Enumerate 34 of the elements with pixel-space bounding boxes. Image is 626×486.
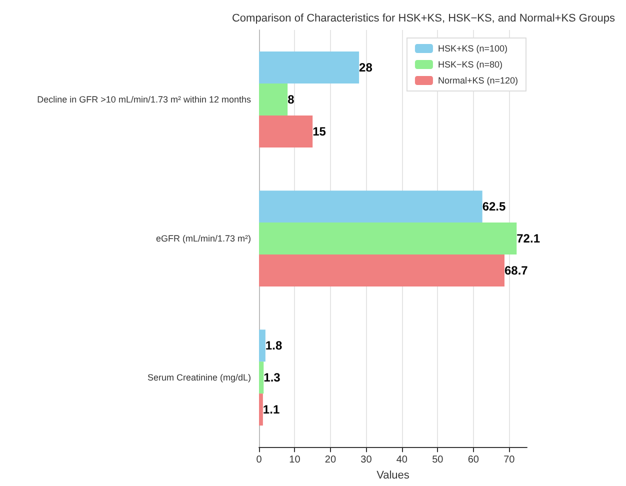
chart-title: Comparison of Characteristics for HSK+KS, HSK−KS, and Normal+KS Groups [232, 12, 616, 24]
bar [259, 190, 482, 223]
data-label: 8 [288, 92, 295, 107]
y-tick-label: Decline in GFR >10 mL/min/1.73 m² within 12 months [37, 94, 252, 105]
data-label: 1.1 [262, 402, 280, 417]
bar [259, 52, 360, 84]
bar [259, 84, 288, 116]
bar [259, 254, 504, 287]
y-tick-label: eGFR (mL/min/1.73 m²) [156, 234, 251, 244]
y-tick-label: Serum Creatinine (mg/dL) [147, 372, 251, 383]
bar [259, 362, 264, 394]
data-label: 1.8 [265, 338, 282, 353]
legend-label: Normal+KS (n=120) [438, 76, 518, 86]
data-label: 28 [359, 60, 373, 75]
x-tick-label: 10 [289, 454, 301, 466]
legend-label: HSK+KS (n=100) [438, 44, 508, 54]
x-axis-title: Values [376, 470, 410, 482]
legend-label: HSK−KS (n=80) [438, 60, 503, 70]
x-tick-label: 60 [468, 454, 480, 466]
data-label: 1.3 [264, 370, 281, 385]
x-tick-label: 50 [432, 454, 444, 466]
bar [259, 394, 263, 426]
x-tick-label: 0 [256, 454, 262, 466]
data-label: 72.1 [516, 232, 540, 246]
bar [259, 116, 313, 148]
bar [259, 222, 517, 255]
x-tick-label: 40 [396, 454, 408, 466]
data-label: 62.5 [482, 200, 506, 214]
x-tick-label: 20 [324, 454, 336, 466]
data-label: 68.7 [504, 264, 528, 278]
x-tick-label: 30 [360, 454, 372, 466]
data-label: 15 [312, 124, 326, 138]
x-tick-label: 70 [504, 454, 516, 466]
bar [259, 330, 266, 362]
